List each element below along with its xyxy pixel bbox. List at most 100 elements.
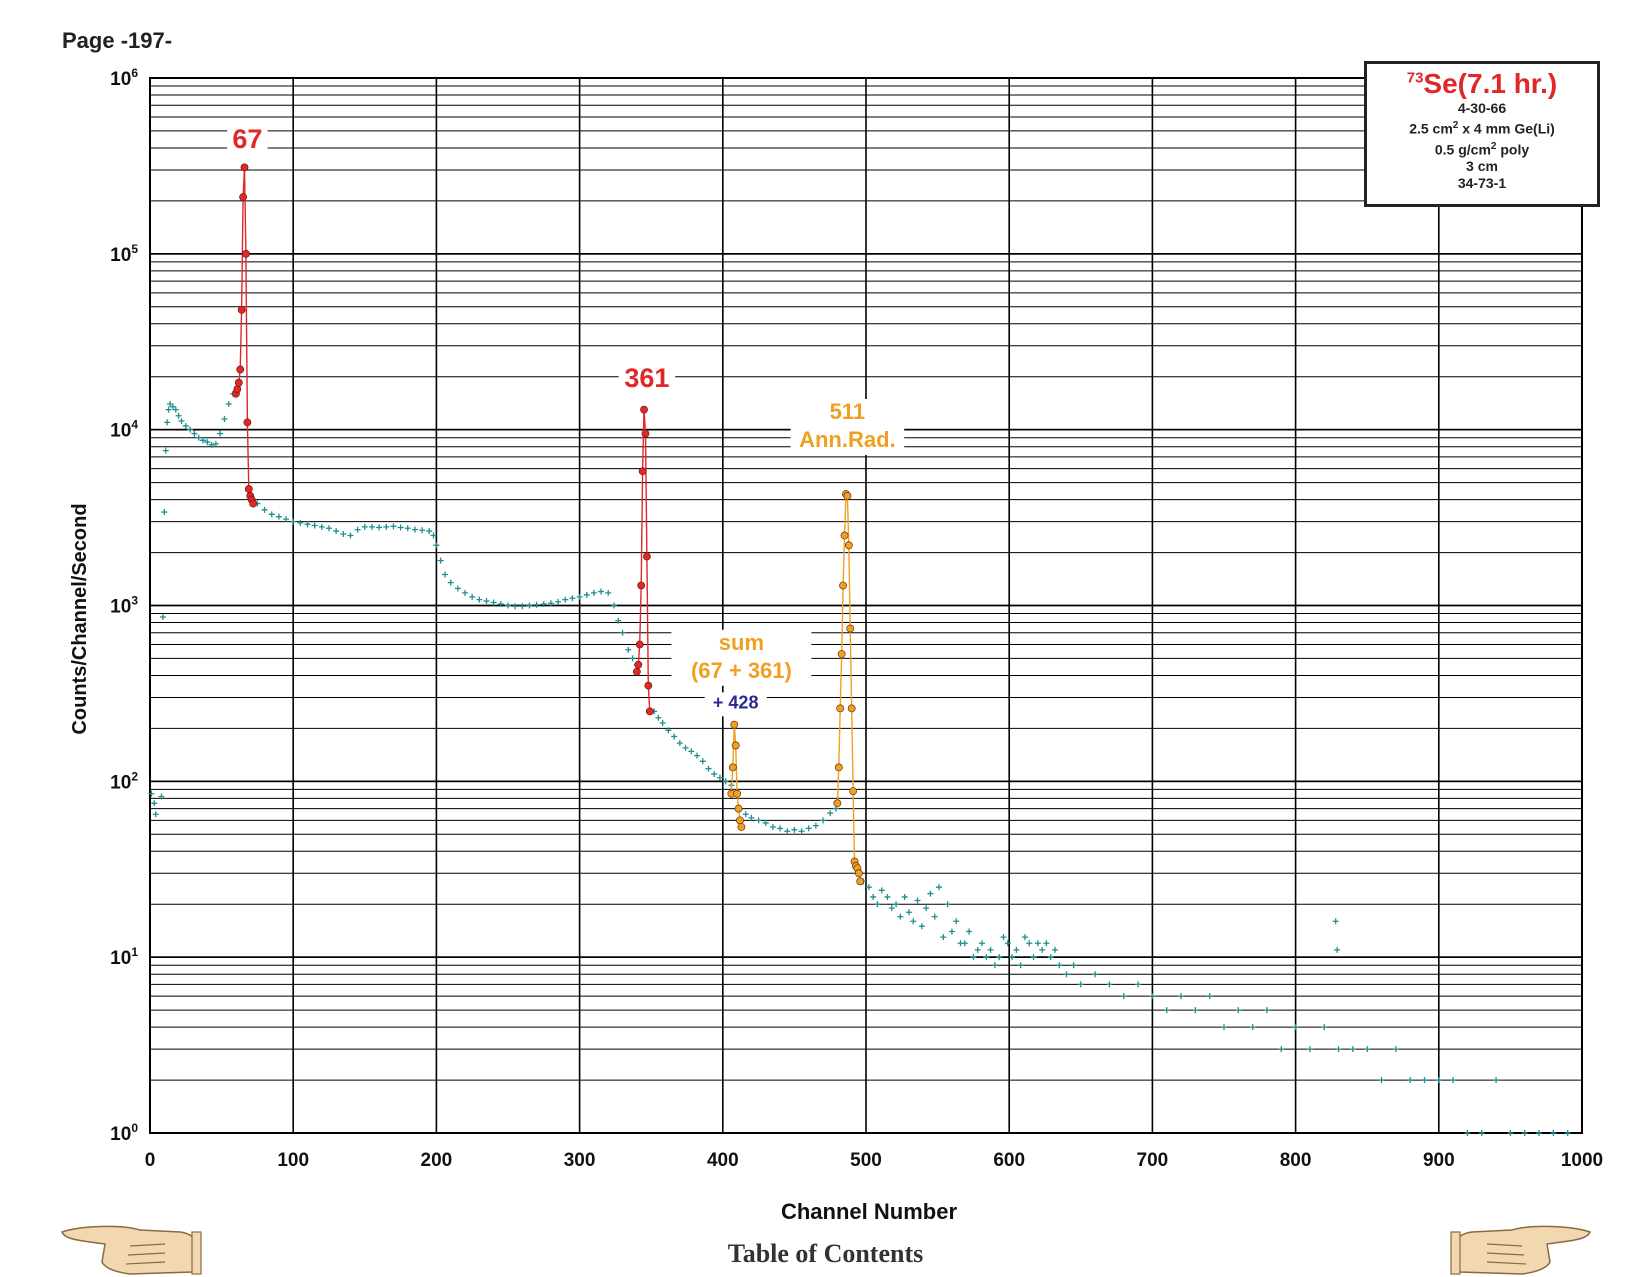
data-point bbox=[1263, 1007, 1270, 1014]
info-detector-pre: 2.5 cm bbox=[1409, 120, 1453, 137]
data-point bbox=[490, 599, 497, 606]
peak-point bbox=[843, 492, 852, 500]
data-point bbox=[304, 521, 311, 528]
data-point bbox=[791, 826, 798, 833]
data-point bbox=[1021, 934, 1028, 941]
data-point bbox=[361, 523, 368, 530]
peak-point bbox=[243, 418, 252, 427]
data-point bbox=[161, 509, 168, 516]
data-series bbox=[148, 163, 1571, 1136]
peak-point bbox=[734, 804, 743, 813]
peak-point bbox=[643, 552, 651, 561]
data-point bbox=[820, 817, 827, 824]
plot-frame bbox=[149, 77, 1583, 1134]
data-point bbox=[812, 822, 819, 829]
x-tick-label: 0 bbox=[145, 1150, 156, 1171]
x-tick-label: 600 bbox=[993, 1150, 1025, 1171]
pointing-hand-right-icon[interactable] bbox=[1450, 1222, 1592, 1277]
peak-point bbox=[834, 763, 843, 772]
data-point bbox=[987, 946, 994, 953]
info-date: 4-30-66 bbox=[1457, 100, 1507, 116]
data-point bbox=[555, 598, 562, 605]
data-point bbox=[742, 811, 749, 818]
data-point bbox=[1335, 1046, 1342, 1053]
data-point bbox=[1039, 946, 1046, 953]
data-point bbox=[1235, 1007, 1242, 1014]
data-point bbox=[430, 532, 437, 539]
y-tick-label: 104 bbox=[110, 418, 138, 442]
data-point bbox=[927, 890, 934, 897]
data-point bbox=[676, 740, 683, 747]
data-point bbox=[462, 589, 469, 596]
annotation-backdrop bbox=[227, 122, 268, 156]
data-point bbox=[1249, 1024, 1256, 1031]
data-point bbox=[1493, 1077, 1500, 1084]
data-point bbox=[605, 589, 612, 596]
data-point bbox=[1221, 1024, 1227, 1031]
data-point bbox=[1278, 1046, 1285, 1053]
data-point bbox=[762, 819, 769, 826]
data-point bbox=[978, 940, 985, 947]
data-point bbox=[615, 617, 622, 624]
data-point bbox=[151, 800, 158, 807]
x-axis-label: Channel Number bbox=[781, 1199, 957, 1224]
data-point bbox=[212, 440, 219, 447]
data-point bbox=[827, 810, 834, 817]
data-point bbox=[671, 733, 678, 740]
data-point bbox=[290, 518, 297, 525]
peak-point bbox=[837, 650, 846, 658]
data-point bbox=[172, 406, 179, 413]
data-point bbox=[1206, 993, 1213, 1000]
peak-label: 361 bbox=[624, 363, 669, 393]
peak-point bbox=[635, 640, 644, 649]
data-point bbox=[923, 905, 930, 912]
data-point bbox=[629, 655, 636, 662]
y-tick-label: 102 bbox=[110, 769, 138, 793]
annotation-backdrop bbox=[704, 692, 767, 717]
data-point bbox=[512, 603, 519, 610]
x-tick-label: 700 bbox=[1137, 1150, 1169, 1171]
data-point bbox=[519, 603, 526, 610]
peak-point bbox=[644, 681, 653, 690]
pointing-hand-left-icon[interactable] bbox=[60, 1222, 202, 1277]
peak-point bbox=[239, 193, 247, 202]
peak-point bbox=[242, 249, 250, 258]
data-point bbox=[940, 934, 947, 941]
data-point bbox=[1550, 1130, 1557, 1136]
data-point bbox=[610, 602, 617, 609]
peak-point bbox=[640, 405, 648, 414]
data-point bbox=[433, 542, 440, 549]
data-point bbox=[590, 589, 597, 596]
data-point bbox=[936, 884, 943, 891]
data-point bbox=[159, 614, 166, 621]
data-point bbox=[878, 887, 885, 894]
table-of-contents-link[interactable]: Table of Contents bbox=[727, 1239, 924, 1268]
peak-point bbox=[731, 741, 740, 750]
data-point bbox=[1026, 940, 1033, 947]
isotope-mass-number: 73 bbox=[1406, 69, 1424, 87]
data-point bbox=[805, 825, 812, 832]
peak-point bbox=[839, 581, 847, 590]
data-point bbox=[953, 918, 960, 925]
data-point bbox=[158, 793, 165, 800]
data-point bbox=[1052, 946, 1059, 953]
info-detector-post: x 4 mm Ge(Li) bbox=[1458, 120, 1555, 137]
data-point bbox=[784, 828, 791, 835]
data-point bbox=[931, 913, 938, 920]
data-point bbox=[148, 790, 155, 797]
data-point bbox=[1478, 1130, 1485, 1136]
data-point bbox=[311, 522, 318, 529]
data-point bbox=[426, 528, 433, 535]
data-point bbox=[1192, 1007, 1199, 1014]
grid bbox=[149, 77, 1583, 1134]
data-point bbox=[705, 765, 712, 772]
peak-label: (67 + 361) bbox=[691, 658, 792, 683]
data-point bbox=[1507, 1130, 1514, 1136]
peak-point bbox=[233, 385, 242, 394]
spectrum-info-box: 73Se(7.1 hr.) 4-30-66 2.5 cm2 x 4 mm Ge(… bbox=[1364, 61, 1600, 207]
peak-point bbox=[844, 541, 853, 550]
data-point bbox=[476, 596, 483, 603]
data-point bbox=[996, 954, 1003, 961]
peak-point bbox=[840, 531, 849, 540]
series-red-peak bbox=[632, 405, 654, 716]
